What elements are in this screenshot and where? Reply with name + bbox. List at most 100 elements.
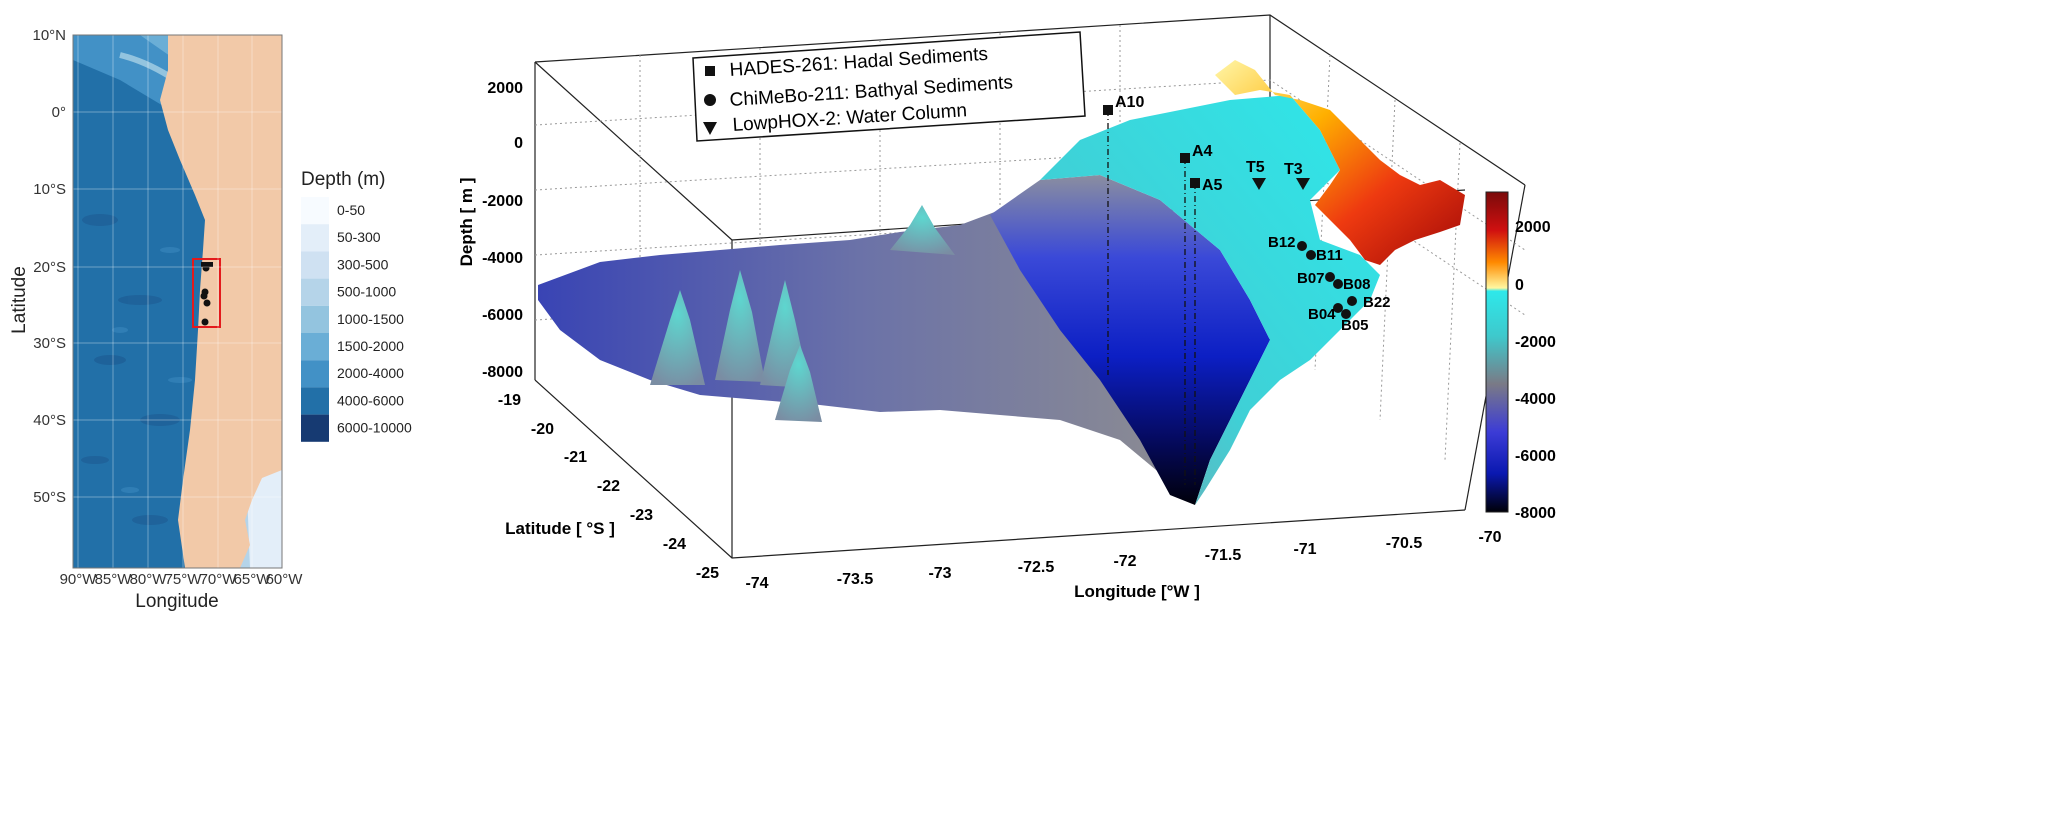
lat-tick: 40°S: [33, 412, 66, 429]
longitude-tick: -72: [1113, 553, 1136, 570]
depth-legend-swatch: [301, 333, 329, 361]
depth-tick: -4000: [482, 250, 523, 267]
depth-tick: -6000: [482, 307, 523, 324]
depth-legend-swatch: [301, 251, 329, 279]
bathymetry-surface: [538, 60, 1465, 505]
latitude-tick: -19: [498, 392, 521, 409]
lat-tick: 20°S: [33, 259, 66, 276]
longitude-axis-label: Longitude [°W ]: [1074, 582, 1200, 601]
colorbar: 2000 0 -2000 -4000 -6000 -8000: [1485, 191, 1556, 522]
station-b08-label: B08: [1343, 276, 1371, 293]
legend-square-marker: [705, 66, 715, 76]
depth-tick: 2000: [487, 80, 523, 97]
map-ylabel: Latitude: [9, 266, 30, 334]
station-b07-label: B07: [1297, 270, 1325, 287]
colorbar-tick: -6000: [1515, 448, 1556, 465]
latitude-tick: -21: [564, 449, 587, 466]
depth-legend-label: 500-1000: [337, 284, 396, 300]
lat-tick-labels: 10°N 0° 10°S 20°S 30°S 40°S 50°S: [32, 27, 66, 506]
latitude-ticks: -19 -20 -21 -22 -23 -24 -25: [498, 392, 719, 582]
station-b05-label: B05: [1341, 317, 1369, 334]
station-t5-marker: [1252, 178, 1266, 190]
lat-tick: 10°S: [33, 181, 66, 198]
depth-legend-label: 2000-4000: [337, 365, 404, 381]
study-area-box: [192, 258, 221, 328]
legend-circle-marker: [704, 94, 716, 106]
latitude-tick: -24: [663, 536, 686, 553]
latitude-tick: -23: [630, 507, 653, 524]
station-a5-label: A5: [1202, 177, 1223, 194]
station-b08-marker: [1333, 279, 1343, 289]
depth-legend-title: Depth (m): [301, 169, 385, 190]
andes-topography: [1215, 60, 1465, 265]
depth-legend-swatch: [301, 197, 329, 225]
left-map: 10°N 0° 10°S 20°S 30°S 40°S 50°S 90°W 85…: [9, 27, 412, 612]
station-b05-marker: [1341, 309, 1351, 319]
depth-tick: 0: [514, 135, 523, 152]
station-t5-label: T5: [1246, 159, 1265, 176]
lon-tick: 70°W: [200, 571, 238, 588]
depth-legend-label: 0-50: [337, 202, 365, 218]
lat-tick: 0°: [52, 104, 66, 121]
station-markers: A10 A4 A5 T5 T3 B12 B11 B07 B08 B22 B04 …: [1103, 94, 1391, 485]
depth-legend-label: 6000-10000: [337, 420, 412, 436]
colorbar-tick: 0: [1515, 277, 1524, 294]
station-b22-label: B22: [1363, 294, 1391, 311]
seamount: [890, 205, 955, 255]
depth-legend-swatch: [301, 224, 329, 252]
lat-tick: 30°S: [33, 335, 66, 352]
station-legend: HADES-261: Hadal Sediments ChiMeBo-211: …: [692, 31, 1086, 142]
longitude-tick: -73.5: [837, 571, 874, 588]
station-a5-marker: [1190, 178, 1200, 188]
station-b22-marker: [1347, 296, 1357, 306]
depth-legend-label: 1000-1500: [337, 311, 404, 327]
right-3d-plot: A10 A4 A5 T5 T3 B12 B11 B07 B08 B22 B04 …: [457, 14, 1556, 601]
station-b07-marker: [1325, 272, 1335, 282]
longitude-tick: -70.5: [1386, 535, 1423, 552]
lat-tick: 50°S: [33, 489, 66, 506]
station-a10-marker: [1103, 105, 1113, 115]
colorbar-tick: -2000: [1515, 334, 1556, 351]
station-a4-marker: [1180, 153, 1190, 163]
depth-legend-swatch: [301, 387, 329, 415]
depth-legend-label: 1500-2000: [337, 338, 404, 354]
legend-triangle-marker: [703, 122, 717, 135]
station-b04-marker: [1333, 303, 1343, 313]
seamount: [775, 345, 822, 422]
longitude-tick: -74: [745, 575, 768, 592]
colorbar-tick: -4000: [1515, 391, 1556, 408]
map-xlabel: Longitude: [135, 591, 218, 612]
longitude-tick: -70: [1478, 529, 1501, 546]
continental-slope: [1040, 95, 1380, 505]
station-a4-label: A4: [1192, 143, 1213, 160]
depth-ticks: 2000 0 -2000 -4000 -6000 -8000: [482, 80, 523, 381]
depth-legend: 0-50 50-300 300-500 500-1000 1000-1500 1500-2…: [301, 197, 412, 442]
depth-legend-swatch: [301, 414, 329, 442]
lat-tick: 10°N: [32, 27, 66, 44]
depth-tick: -8000: [482, 364, 523, 381]
depth-legend-swatch: [301, 305, 329, 333]
study-stations: [200, 262, 213, 326]
depth-legend-label: 50-300: [337, 229, 381, 245]
longitude-tick: -71: [1293, 541, 1316, 558]
depth-legend-swatch: [301, 360, 329, 388]
lon-tick: 80°W: [130, 571, 168, 588]
station-t3-marker: [1296, 178, 1310, 190]
station-t3-label: T3: [1284, 161, 1303, 178]
station-b11-marker: [1306, 250, 1316, 260]
lon-tick: 90°W: [60, 571, 98, 588]
station-b12-label: B12: [1268, 234, 1296, 251]
longitude-ticks: -74 -73.5 -73 -72.5 -72 -71.5 -71 -70.5 …: [745, 529, 1501, 592]
depth-legend-swatch: [301, 278, 329, 306]
station-b11-label: B11: [1316, 247, 1343, 264]
station-a10-label: A10: [1115, 94, 1144, 111]
latitude-tick: -20: [531, 421, 554, 438]
depth-tick: -2000: [482, 193, 523, 210]
latitude-tick: -22: [597, 478, 620, 495]
trench: [990, 175, 1270, 505]
colorbar-tick: -8000: [1515, 505, 1556, 522]
latitude-axis-label: Latitude [ °S ]: [505, 519, 615, 538]
station-b04-label: B04: [1308, 306, 1336, 323]
latitude-tick: -25: [696, 565, 719, 582]
